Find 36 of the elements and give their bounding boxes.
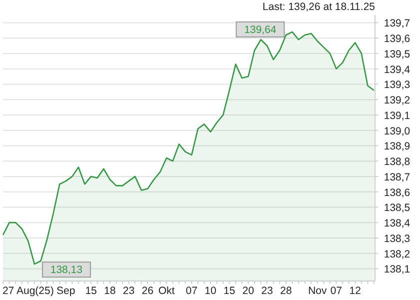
x-tick-label: 23: [261, 285, 274, 297]
x-tick-label: Nov: [308, 285, 328, 297]
text: Last: 139,26 at 18.11.25: [262, 1, 376, 13]
y-tick-label: 139,1: [384, 110, 410, 122]
annotation: 139,64: [244, 24, 276, 36]
x-tick-label: 26: [142, 285, 154, 297]
y-tick-label: 139,0: [384, 125, 410, 138]
x-tick-label: 28: [280, 285, 292, 297]
y-tick-label: 138,9: [384, 140, 410, 153]
y-tick-label: 139,3: [384, 79, 410, 92]
x-tick-label: 15: [224, 285, 236, 297]
x-tick-label: 23: [122, 285, 135, 297]
y-tick-label: 139,6: [384, 33, 410, 46]
y-tick-label: 138,5: [384, 202, 410, 214]
y-tick-label: 138,3: [384, 232, 410, 245]
x-tick-label: 27 Aug(25): [2, 285, 54, 297]
y-tick-label: 138,7: [384, 171, 410, 184]
x-tick-label: Okt: [158, 285, 175, 297]
y-tick-label: 138,8: [384, 156, 410, 168]
y-tick-label: 138,2: [384, 248, 410, 260]
y-tick-label: 138,4: [384, 218, 410, 230]
y-tick-label: 139,7: [384, 18, 410, 30]
x-tick-label: 18: [104, 285, 116, 297]
y-tick-label: 138,6: [384, 186, 410, 199]
y-tick-label: 139,4: [384, 64, 410, 76]
x-tick-label: Sep: [56, 285, 76, 297]
annotation: 138,13: [50, 264, 83, 276]
x-tick-label: 15: [85, 285, 98, 297]
x-tick-label: 07: [186, 285, 198, 297]
y-tick-label: 139,5: [384, 48, 410, 60]
x-tick-label: 12: [349, 285, 362, 297]
y-tick-label: 139,2: [384, 94, 410, 107]
x-tick-label: 10: [204, 285, 217, 297]
x-tick-label: 20: [242, 285, 254, 297]
x-tick-label: 07: [330, 285, 342, 297]
y-tick-label: 138,1: [384, 264, 410, 276]
